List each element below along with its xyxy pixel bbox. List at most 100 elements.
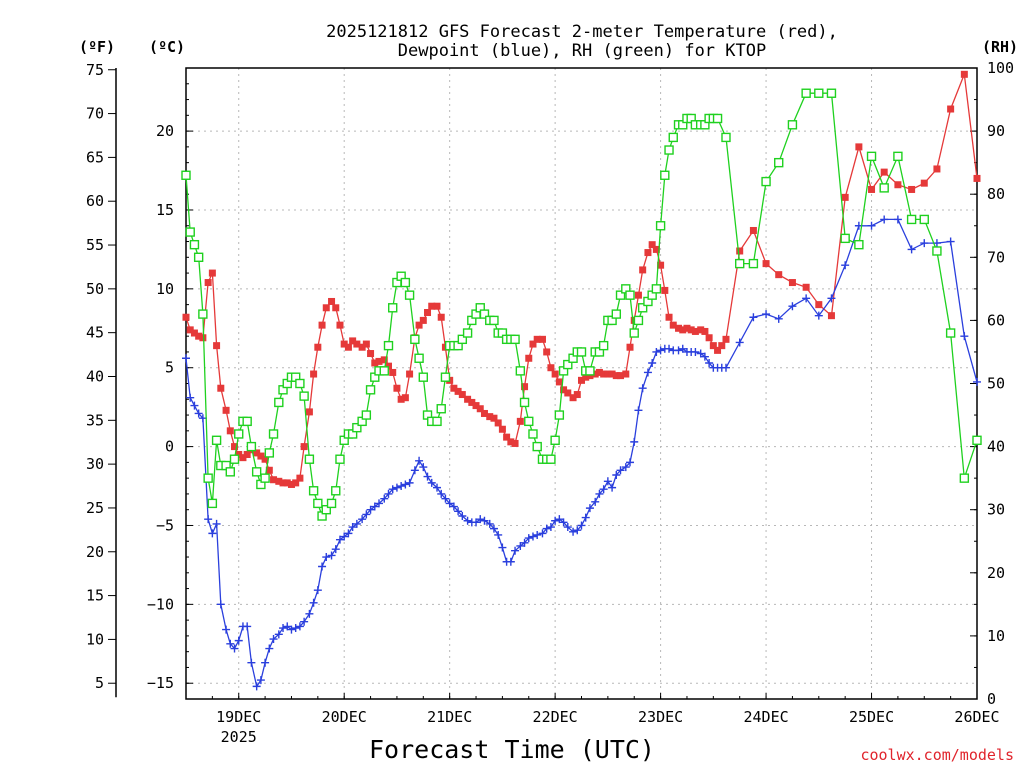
temperature-point <box>564 389 572 397</box>
temperature-point <box>529 340 537 348</box>
dewpoint-point <box>427 478 436 487</box>
celsius-tick-label: 10 <box>156 280 174 298</box>
temperature-point <box>626 343 634 351</box>
temperature-point <box>894 181 902 189</box>
dewpoint-point <box>370 502 379 511</box>
temperature-point <box>243 450 251 458</box>
rh-point <box>295 378 305 389</box>
temperature-point <box>675 324 683 332</box>
temperature-point <box>235 450 243 458</box>
temperature-point <box>669 321 677 329</box>
rh-point <box>637 303 648 313</box>
dewpoint-point <box>616 466 625 475</box>
rh-point <box>489 315 499 326</box>
temperature-point <box>428 302 436 310</box>
dewpoint-point <box>331 545 340 554</box>
temperature-point <box>419 316 427 324</box>
temperature-point <box>322 304 330 312</box>
rh-tick-label: 60 <box>987 311 1005 329</box>
temperature-point <box>516 417 524 425</box>
celsius-tick-label: 15 <box>156 201 174 219</box>
temperature-point <box>486 413 494 421</box>
temperature-point <box>687 326 695 334</box>
temperature-point <box>788 279 796 287</box>
rh-point <box>660 170 670 180</box>
dewpoint-point <box>204 515 213 524</box>
temperature-point <box>639 266 647 274</box>
rh-point <box>959 473 970 483</box>
fahrenheit-tick-label: 25 <box>86 499 104 517</box>
temperature-point <box>367 350 375 358</box>
temperature-point <box>340 340 348 348</box>
dewpoint-point <box>696 349 705 358</box>
dewpoint-point <box>212 519 221 528</box>
dewpoint-point <box>520 538 529 547</box>
temperature-point <box>380 356 388 364</box>
temperature-point <box>521 383 529 391</box>
dewpoint-point <box>506 557 515 566</box>
dewpoint-point <box>234 636 243 645</box>
temperature-point <box>279 479 287 487</box>
dewpoint-point <box>186 393 195 402</box>
rh-point <box>801 88 811 98</box>
temperature-point <box>722 335 730 343</box>
rh-point <box>268 429 279 439</box>
dewpoint-point <box>392 483 401 492</box>
dewpoint-point <box>305 609 314 618</box>
dewpoint-point <box>423 472 432 481</box>
credit-link[interactable]: coolwx.com/models <box>860 746 1014 764</box>
celsius-tick-label: −5 <box>156 516 174 534</box>
rh-point <box>211 435 222 445</box>
temperature-point <box>701 327 709 335</box>
temperature-point <box>600 370 608 378</box>
temperature-point <box>652 245 660 253</box>
dewpoint-point <box>516 541 525 550</box>
temperature-point <box>775 271 783 279</box>
dewpoint-point <box>340 532 349 541</box>
temperature-point <box>472 402 480 410</box>
dewpoint-point <box>318 562 327 571</box>
dewpoint-point <box>577 521 586 530</box>
x-tick-label-21DEC: 21DEC <box>427 708 472 726</box>
rh-point <box>404 290 415 300</box>
rh-point <box>251 467 262 477</box>
rh-point <box>528 429 538 439</box>
temperature-point <box>920 179 928 187</box>
rh-point <box>585 366 595 376</box>
rh-point <box>519 397 530 408</box>
fahrenheit-tick-label: 50 <box>86 280 104 298</box>
dewpoint-point <box>678 344 687 353</box>
temperature-point <box>310 370 318 378</box>
rh-point <box>379 366 389 376</box>
rh-point <box>234 429 244 439</box>
temperature-point <box>437 313 445 321</box>
rh-point <box>479 309 490 319</box>
temperature-point <box>358 343 366 351</box>
rh-point <box>879 183 889 193</box>
dewpoint-point <box>498 543 507 552</box>
x-tick-label-26DEC: 26DEC <box>954 708 999 726</box>
rh-point <box>246 441 257 452</box>
temperature-point <box>353 340 361 348</box>
dewpoint-point <box>190 401 199 410</box>
dewpoint-point <box>648 358 657 367</box>
temperature-point <box>401 394 409 402</box>
temperature-point <box>586 372 594 380</box>
dewpoint-point <box>867 221 876 230</box>
temperature-point <box>424 309 432 317</box>
temperature-point <box>595 368 603 376</box>
rh-point <box>546 454 556 464</box>
temperature-point <box>973 174 981 182</box>
rh-point <box>615 290 626 300</box>
x-tick-label-24DEC: 24DEC <box>743 708 788 726</box>
dewpoint-point <box>287 625 296 634</box>
temperature-point <box>450 384 458 392</box>
rh-tick-label: 90 <box>987 122 1005 140</box>
dewpoint-point <box>581 513 590 522</box>
dewpoint-point <box>309 598 318 607</box>
rh-point <box>418 372 428 382</box>
x-tick-label-23DEC: 23DEC <box>638 708 683 726</box>
temperature-point <box>397 395 405 403</box>
dewpoint-point <box>880 215 889 224</box>
temperature-point <box>705 334 713 342</box>
